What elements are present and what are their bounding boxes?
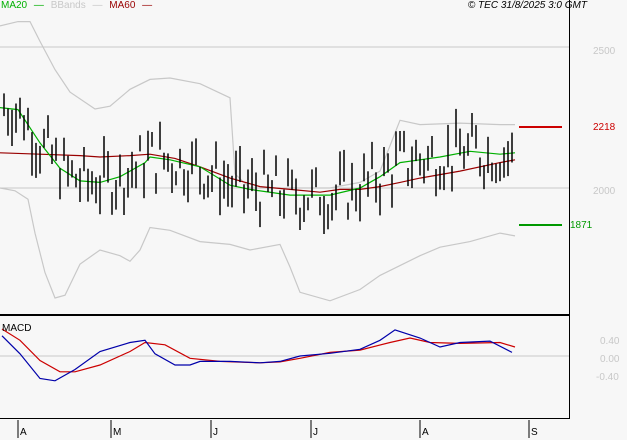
x-tick-label: A (20, 427, 27, 438)
legend-ma20: MA20 — (1, 0, 44, 11)
price-bars (3, 93, 513, 234)
x-tick-label: S (531, 427, 538, 438)
x-tick-label: M (113, 427, 122, 438)
y-tick-2500: 2500 (593, 46, 616, 57)
y-tick-2000: 2000 (593, 186, 616, 197)
copyright-timestamp: © TEC 31/8/2025 3:0 GMT (467, 0, 587, 11)
legend: MA20 — BBands — MA60 — (1, 0, 156, 12)
ma20-line (0, 107, 516, 196)
bbands-lower-line (0, 187, 516, 302)
x-axis-ticks (17, 420, 530, 438)
macd-tick-pos: 0.40 (600, 336, 620, 347)
legend-bbands: BBands — (50, 0, 103, 11)
resistance-level-label: 2218 (593, 122, 616, 133)
x-tick-label: A (422, 427, 429, 438)
legend-ma60: MA60 — (109, 0, 153, 11)
x-tick-label: J (313, 427, 318, 438)
macd-signal-line (1, 328, 516, 373)
macd-tick-zero: 0.00 (600, 354, 620, 365)
macd-tick-neg: -0.40 (596, 372, 619, 383)
ma60-line (0, 152, 516, 193)
macd-panel-title: MACD (2, 323, 32, 334)
x-tick-label: J (213, 427, 218, 438)
bbands-upper-line (0, 21, 515, 189)
macd-line (1, 329, 513, 382)
support-level-label: 1871 (570, 220, 593, 231)
